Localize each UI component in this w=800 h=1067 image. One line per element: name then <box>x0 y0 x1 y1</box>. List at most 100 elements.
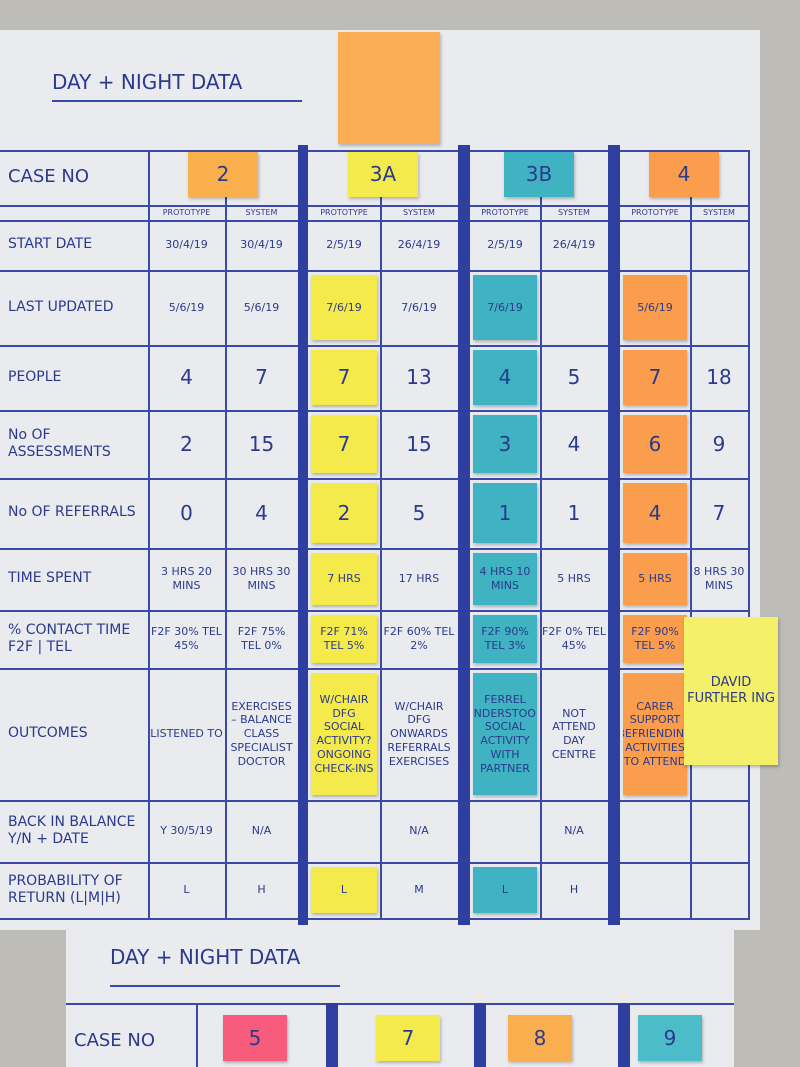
sticky-note <box>338 32 440 144</box>
cell-note: 7 <box>623 350 687 405</box>
cell-note: 1 <box>473 483 537 543</box>
grid-line <box>690 150 692 920</box>
cell-note: 5/6/19 <box>623 275 687 340</box>
divider <box>608 145 620 925</box>
cell: F2F 60% TEL 2% <box>383 625 455 652</box>
cell-note: 4 <box>623 483 687 543</box>
grid-line <box>0 668 750 670</box>
cell-note: L <box>473 867 537 913</box>
cell: 4 <box>567 431 581 456</box>
grid-line <box>0 862 750 864</box>
cell: F2F 75% TEL 0% <box>237 625 286 652</box>
case-note: 8 <box>508 1015 572 1061</box>
cell: 2/5/19 <box>487 238 523 252</box>
cell: 9 <box>712 431 726 456</box>
cell-note: 5 HRS <box>623 553 687 605</box>
row-label: No OF ASSESSMENTS <box>8 426 111 461</box>
cell: 1 <box>567 500 581 525</box>
cell: 17 HRS <box>398 572 440 586</box>
cell: 5 <box>412 500 426 525</box>
divider <box>474 1003 486 1067</box>
subheader: SYSTEM <box>403 207 435 217</box>
title: DAY + NIGHT DATA <box>52 70 243 94</box>
subheader: PROTOTYPE <box>320 207 368 217</box>
subheader: SYSTEM <box>703 207 735 217</box>
cell-note: W/CHAIR DFG SOCIAL ACTIVITY? ONGOING CHE… <box>311 673 377 795</box>
divider <box>326 1003 338 1067</box>
case-note: 9 <box>638 1015 702 1061</box>
cell-note: F2F 90% TEL 3% <box>473 615 537 663</box>
cell: NOT ATTEND DAY CENTRE <box>551 706 597 761</box>
grid-line <box>0 220 750 222</box>
grid-line <box>0 800 750 802</box>
cell: LISTENED TO <box>150 727 223 741</box>
cell: 13 <box>406 365 432 389</box>
cell: 26/4/19 <box>397 238 441 252</box>
cell: 18 <box>706 365 732 389</box>
grid-line <box>148 150 150 920</box>
cell: Y 30/5/19 <box>160 824 213 838</box>
grid-line <box>0 548 750 550</box>
subheader: SYSTEM <box>245 207 278 217</box>
cell: EXERCISES – BALANCE CLASS SPECIALIST DOC… <box>230 699 293 768</box>
underline <box>52 100 302 102</box>
cell: 30/4/19 <box>240 238 283 252</box>
cell-note: 4 HRS 10 MINS <box>473 553 537 605</box>
case-note: 3A <box>348 152 418 197</box>
case-note: 3B <box>504 152 574 197</box>
grid-line <box>0 150 750 152</box>
subheader: PROTOTYPE <box>481 207 529 217</box>
grid-line <box>0 478 750 480</box>
grid-line <box>225 150 227 920</box>
grid-line <box>0 610 750 612</box>
cell: 4 <box>255 500 268 525</box>
cell-note: 3 <box>473 415 537 473</box>
cell: F2F 30% TEL 45% <box>151 625 222 652</box>
grid-line <box>0 270 750 272</box>
cell: 7/6/19 <box>401 300 437 314</box>
grid-line <box>0 918 750 920</box>
row-label: LAST UPDATED <box>8 298 114 315</box>
cell: H <box>569 883 579 897</box>
subheader: SYSTEM <box>558 207 590 217</box>
cell: N/A <box>251 824 272 838</box>
cell: 15 <box>406 431 432 456</box>
grid-line <box>540 150 542 920</box>
cell: 26/4/19 <box>552 238 596 252</box>
cell-note: FERREL UNDERSTOOD SOCIAL ACTIVITY WITH P… <box>473 673 537 795</box>
case-note: 7 <box>376 1015 440 1061</box>
subheader: PROTOTYPE <box>162 207 211 217</box>
row-label: CASE NO <box>8 166 90 188</box>
cell-note: 7 <box>311 350 377 405</box>
cell: 30 HRS 30 MINS <box>232 565 291 592</box>
cell: L <box>183 883 190 897</box>
cell-note: 7 HRS <box>311 553 377 605</box>
cell-note: 7 <box>311 415 377 473</box>
cell: 4 <box>180 365 193 389</box>
grid-line <box>380 150 382 920</box>
cell: N/A <box>409 824 429 838</box>
cell: 7 <box>712 500 726 525</box>
row-label: BACK IN BALANCE Y/N + DATE <box>8 813 136 848</box>
cell: 8 HRS 30 MINS <box>693 565 745 592</box>
cell: 5 <box>567 365 581 389</box>
subheader: PROTOTYPE <box>631 207 679 217</box>
cell: H <box>257 883 266 897</box>
grid-line <box>66 1003 734 1005</box>
cell: 5/6/19 <box>243 300 280 314</box>
row-label: % CONTACT TIME F2F | TEL <box>8 621 131 656</box>
cell-note: CARER SUPPORT BEFRIENDING ACTIVITIES TO … <box>623 673 687 795</box>
case-note: 5 <box>223 1015 287 1061</box>
underline <box>110 985 340 987</box>
row-label: PROBABILITY OF RETURN (L|M|H) <box>8 872 123 907</box>
row-label: TIME SPENT <box>8 570 92 587</box>
cell: 0 <box>180 500 193 525</box>
row-label: PEOPLE <box>8 368 62 385</box>
cell: F2F 0% TEL 45% <box>542 625 606 652</box>
case-note: 2 <box>188 152 258 197</box>
grid-line <box>0 410 750 412</box>
cell: 5 HRS <box>557 572 591 586</box>
cell-note: 2 <box>311 483 377 543</box>
grid-line <box>748 150 750 920</box>
